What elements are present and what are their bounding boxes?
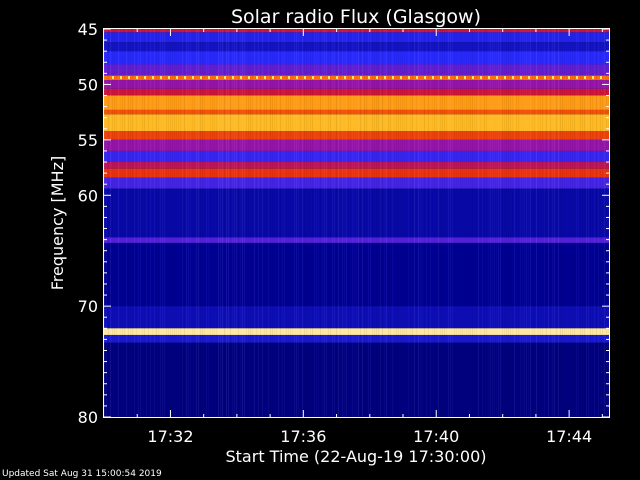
freq-band (104, 95, 609, 110)
freq-band (104, 29, 609, 33)
freq-band (104, 114, 609, 131)
freq-band (104, 79, 609, 89)
freq-band (104, 150, 609, 163)
y-tick-label: 80 (78, 408, 98, 427)
freq-band (104, 109, 609, 115)
x-tick-label: 17:44 (546, 427, 592, 446)
freq-band (104, 130, 609, 140)
y-tick-label: 70 (78, 297, 98, 316)
chart-title: Solar radio Flux (Glasgow) (231, 6, 481, 28)
freq-band (104, 139, 609, 151)
y-tick-label: 55 (78, 131, 98, 150)
freq-band (104, 88, 609, 96)
freq-band (104, 306, 609, 329)
freq-band (104, 188, 609, 238)
update-timestamp: Updated Sat Aug 31 15:00:54 2019 (2, 469, 162, 479)
axis-ticks: 45 50 55 60 70 80 17:32 17:36 17:40 17:44 (78, 20, 609, 446)
freq-band (104, 177, 609, 189)
freq-band (104, 237, 609, 243)
freq-band (104, 51, 609, 65)
freq-band (104, 168, 609, 178)
freq-band (104, 64, 609, 76)
freq-band (104, 334, 609, 343)
x-tick-label: 17:32 (147, 427, 193, 446)
y-tick-label: 60 (78, 186, 98, 205)
y-tick-label: 50 (78, 75, 98, 94)
heatmap-area (104, 29, 609, 417)
x-tick-label: 17:40 (413, 427, 459, 446)
x-axis-label: Start Time (22-Aug-19 17:30:00) (226, 447, 487, 466)
freq-band (104, 328, 609, 335)
y-tick-label: 45 (78, 20, 98, 39)
freq-band (104, 32, 609, 43)
freq-band (104, 242, 609, 307)
freq-band (104, 342, 609, 417)
freq-band (104, 162, 609, 169)
x-tick-label: 17:36 (280, 427, 326, 446)
plot-frame (103, 28, 610, 418)
y-axis-label: Frequency [MHz] (48, 156, 67, 290)
freq-band (104, 75, 609, 80)
freq-band (104, 42, 609, 52)
